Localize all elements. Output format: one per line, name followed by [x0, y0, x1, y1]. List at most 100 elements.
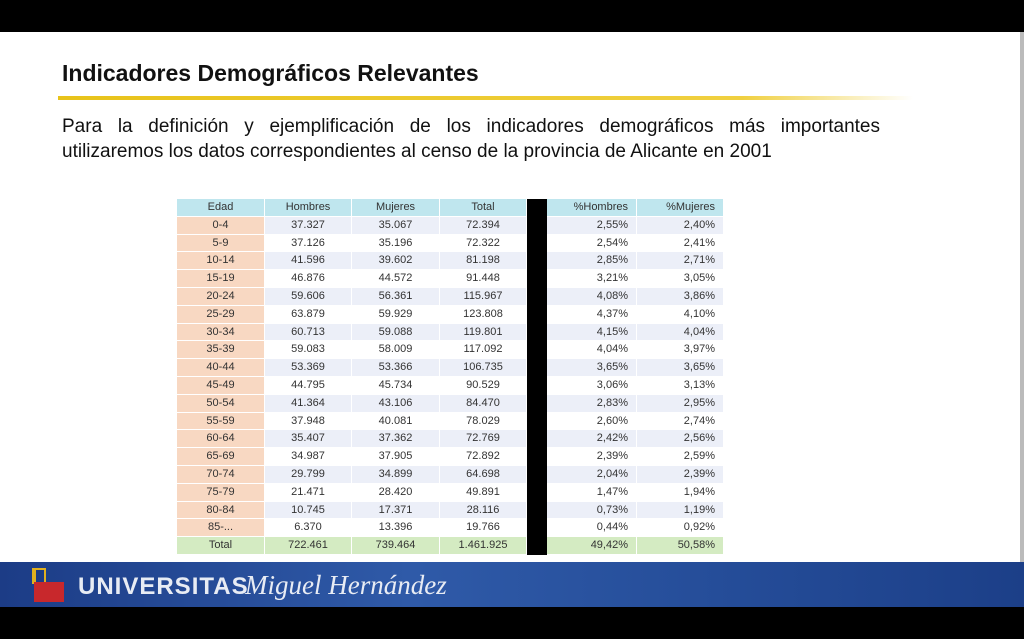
table-cell: 37.327 [265, 216, 352, 235]
table-cell: 60.713 [265, 323, 352, 342]
table-cell: 29.799 [265, 466, 352, 484]
table-cell: 4,15% [547, 323, 637, 342]
table-cell: 91.448 [440, 270, 527, 288]
table-cell: 115.967 [440, 288, 527, 306]
table-cell: 0,73% [547, 501, 637, 520]
paragraph: Para la definición y ejemplificación de … [62, 116, 880, 162]
table-cell: 21.471 [265, 483, 352, 502]
table-cell: 0-4 [177, 216, 265, 235]
table-cell: 59.088 [352, 323, 440, 342]
table-cell: 53.369 [265, 359, 352, 377]
table-cell: 3,05% [637, 270, 724, 288]
table-cell: 35.196 [352, 234, 440, 253]
header-cell: Edad [177, 199, 265, 217]
table-cell: 2,54% [547, 234, 637, 253]
table-cell: 41.364 [265, 394, 352, 413]
table-cell: 119.801 [440, 323, 527, 342]
table-cell: 117.092 [440, 341, 527, 360]
total-cell: 739.464 [352, 537, 440, 555]
table-cell: 37.948 [265, 412, 352, 431]
table-cell: 19.766 [440, 519, 527, 538]
table-cell: 3,97% [637, 341, 724, 360]
table-cell: 40.081 [352, 412, 440, 431]
table-cell: 45.734 [352, 377, 440, 395]
total-cell: 1.461.925 [440, 537, 527, 555]
header-cell: Hombres [265, 199, 352, 217]
table-cell: 1,94% [637, 483, 724, 502]
table-cell: 2,41% [637, 234, 724, 253]
table-cell: 45-49 [177, 377, 265, 395]
table-cell: 3,06% [547, 377, 637, 395]
table-cell: 4,08% [547, 288, 637, 306]
header-cell: %Mujeres [637, 199, 724, 217]
table-cell: 2,95% [637, 394, 724, 413]
logo [32, 568, 64, 602]
total-cell: 50,58% [637, 537, 724, 555]
table-cell: 2,60% [547, 412, 637, 431]
table-cell: 28.420 [352, 483, 440, 502]
table-cell: 90.529 [440, 377, 527, 395]
table-cell: 44.572 [352, 270, 440, 288]
footer [0, 562, 1024, 607]
table-cell: 44.795 [265, 377, 352, 395]
table-cell: 70-74 [177, 466, 265, 484]
table-cell: 80-84 [177, 501, 265, 520]
table-cell: 43.106 [352, 394, 440, 413]
table-cell: 2,71% [637, 252, 724, 271]
table-cell: 34.987 [265, 448, 352, 466]
table-cell: 72.322 [440, 234, 527, 253]
table-cell: 41.596 [265, 252, 352, 271]
table-cell: 63.879 [265, 305, 352, 324]
table-cell: 0,44% [547, 519, 637, 538]
table-cell: 1,47% [547, 483, 637, 502]
table-cell: 34.899 [352, 466, 440, 484]
table-cell: 17.371 [352, 501, 440, 520]
table-cell: 75-79 [177, 483, 265, 502]
edge [1020, 32, 1024, 562]
table-cell: 49.891 [440, 483, 527, 502]
table-cell: 72.892 [440, 448, 527, 466]
table-cell: 3,21% [547, 270, 637, 288]
table-cell: 4,04% [637, 323, 724, 342]
table-cell: 46.876 [265, 270, 352, 288]
table-cell: 2,83% [547, 394, 637, 413]
total-cell: 722.461 [265, 537, 352, 555]
table-cell: 4,10% [637, 305, 724, 324]
table-cell: 2,40% [637, 216, 724, 235]
table-cell: 39.602 [352, 252, 440, 271]
table-cell: 60-64 [177, 430, 265, 449]
slide-title: Indicadores Demográficos Relevantes [62, 60, 479, 86]
table-cell: 4,37% [547, 305, 637, 324]
table-cell: 72.769 [440, 430, 527, 449]
table-cell: 85-... [177, 519, 265, 538]
table-cell: 2,85% [547, 252, 637, 271]
table-cell: 13.396 [352, 519, 440, 538]
table-cell: 15-19 [177, 270, 265, 288]
total-cell: Total [177, 537, 265, 555]
table-cell: 50-54 [177, 394, 265, 413]
table-cell: 20-24 [177, 288, 265, 306]
total-cell: 49,42% [547, 537, 637, 555]
table-cell: 5-9 [177, 234, 265, 253]
table-cell: 37.905 [352, 448, 440, 466]
table-cell: 10-14 [177, 252, 265, 271]
table-cell: 3,86% [637, 288, 724, 306]
table-cell: 2,56% [637, 430, 724, 449]
table-cell: 6.370 [265, 519, 352, 538]
table-cell: 2,55% [547, 216, 637, 235]
university: UNIVERSITAS [78, 573, 249, 600]
table-cell: 58.009 [352, 341, 440, 360]
header-cell: %Hombres [547, 199, 637, 217]
table-cell: 4,04% [547, 341, 637, 360]
table-cell: 25-29 [177, 305, 265, 324]
table-cell: 3,65% [637, 359, 724, 377]
table-cell: 123.808 [440, 305, 527, 324]
title-rule [58, 96, 913, 100]
table-cell: 53.366 [352, 359, 440, 377]
table-cell: 81.198 [440, 252, 527, 271]
table-cell: 40-44 [177, 359, 265, 377]
table-cell: 106.735 [440, 359, 527, 377]
university-name: Miguel Hernández [245, 570, 447, 600]
table-cell: 35.067 [352, 216, 440, 235]
